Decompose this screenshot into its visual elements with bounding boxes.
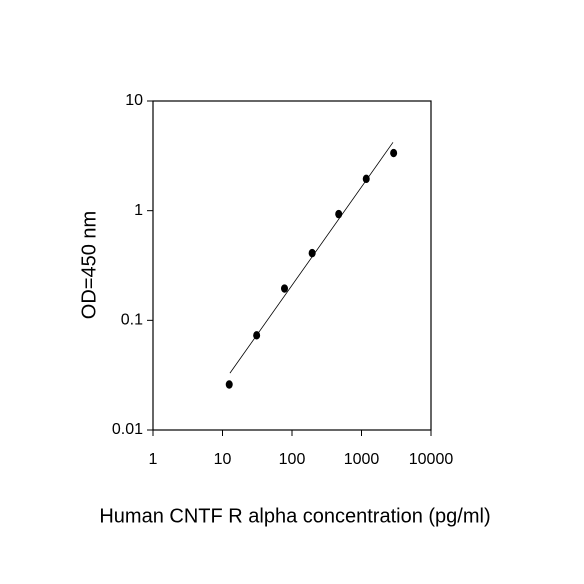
y-tick-label: 0.01 [112,421,143,438]
data-point [335,209,343,219]
y-tick-label: 10 [125,92,143,109]
x-tick-label: 1 [149,451,158,468]
data-point [390,148,398,158]
x-tick-label: 100 [279,451,306,468]
data-point [225,380,233,389]
data-point [253,331,261,340]
y-tick-label: 0.1 [121,312,143,329]
y-tick-label: 1 [134,202,143,219]
x-tick-label: 1000 [344,451,380,468]
x-tick-label: 10 [214,451,232,468]
x-tick-label: 10000 [409,451,454,468]
data-point [362,174,370,184]
x-axis-label: Human CNTF R alpha concentration (pg/ml) [99,505,490,527]
plot-frame [152,100,432,431]
data-point [281,284,289,293]
data-point [308,248,316,258]
y-axis-label: OD=450 nm [78,211,100,319]
